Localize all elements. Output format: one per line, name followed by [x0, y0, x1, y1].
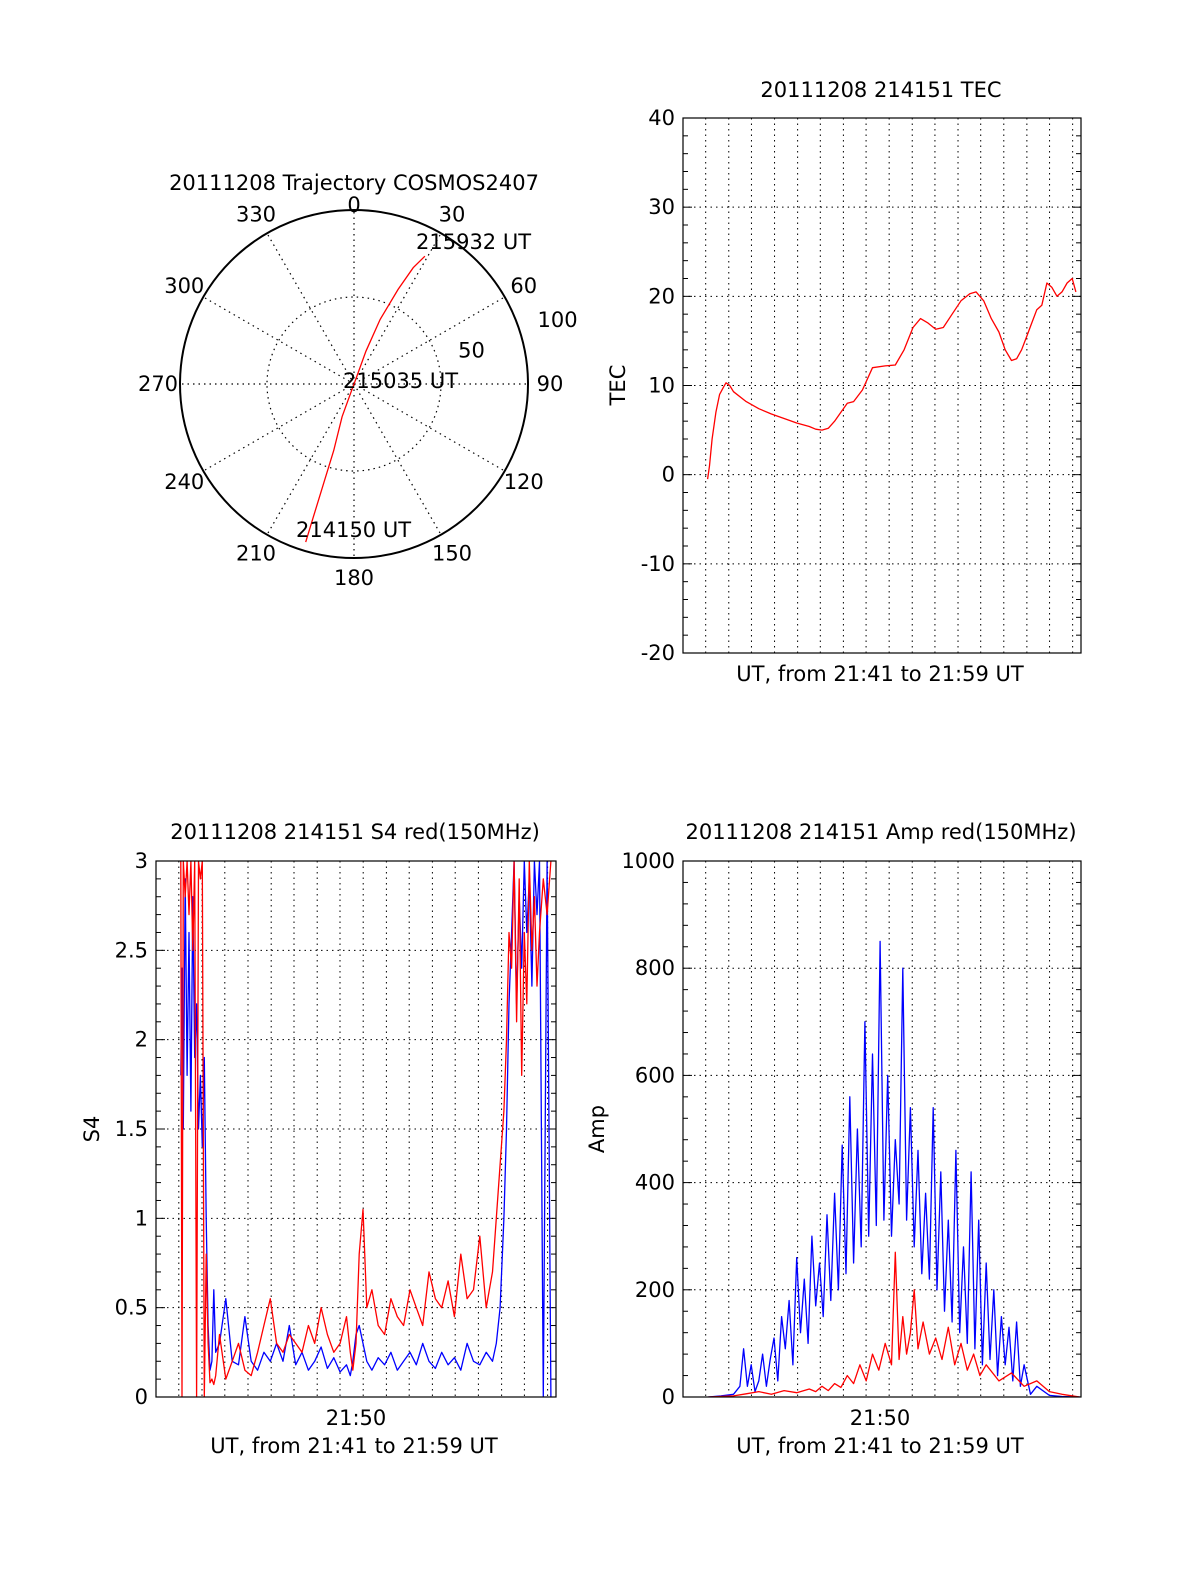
- tec-chart: 20111208 214151 TEC TEC UT, from 21:41 t…: [606, 78, 1082, 686]
- series-group: [708, 940, 1080, 1397]
- amp-plot-area: 0 200 400 600 800 1000: [622, 849, 1082, 1409]
- trajectory-polar-chart: 20111208 Trajectory COSMOS2407 0 30 60 90 12…: [138, 171, 578, 590]
- s4-xlabel: UT, from 21:41 to 21:59 UT: [210, 1434, 498, 1458]
- grid-lines: [683, 861, 1081, 1397]
- y-tick-label: 1000: [622, 849, 675, 873]
- axis-frame: [682, 860, 1082, 1398]
- axis-frame: [682, 117, 1082, 654]
- series-group: [706, 277, 1077, 480]
- polar-spoke: [353, 296, 505, 385]
- y-tick-label: 200: [635, 1278, 675, 1302]
- polar-spoke: [353, 233, 442, 385]
- y-tick-label: 0: [135, 1385, 148, 1409]
- grid-lines: [683, 118, 1081, 653]
- polar-spoke: [266, 383, 355, 535]
- polar-azimuth-labels: 0 30 60 90 120 150 180 210 240 270 300 330: [138, 193, 563, 590]
- polar-azimuth-label: 120: [504, 470, 544, 494]
- series-line-red: [708, 1251, 1080, 1397]
- tec-xlabel: UT, from 21:41 to 21:59 UT: [736, 662, 1024, 686]
- y-tick-label: 400: [635, 1171, 675, 1195]
- y-tick-label: 2: [135, 1028, 148, 1052]
- y-tick-label: 2.5: [115, 938, 148, 962]
- polar-spoke: [353, 383, 505, 472]
- y-tick-label: 10: [648, 374, 675, 398]
- polar-spoke: [203, 383, 355, 472]
- grid-lines: [156, 861, 556, 1397]
- s4-xtick-label: 21:50: [326, 1406, 387, 1430]
- polar-azimuth-label: 180: [334, 566, 374, 590]
- y-tick-label: 0.5: [115, 1296, 148, 1320]
- y-tick-label: 1: [135, 1206, 148, 1230]
- amp-xtick-label: 21:50: [850, 1406, 911, 1430]
- y-tick-label: 30: [648, 195, 675, 219]
- polar-azimuth-label: 90: [537, 372, 564, 396]
- polar-azimuth-label: 30: [439, 202, 466, 226]
- polar-azimuth-label: 240: [164, 470, 204, 494]
- y-tick-label: 20: [648, 284, 675, 308]
- polar-radial-label: 50: [458, 338, 485, 362]
- polar-radial-labels: 50 100: [458, 308, 577, 363]
- s4-title: 20111208 214151 S4 red(150MHz): [170, 820, 540, 844]
- polar-spoke: [203, 296, 355, 385]
- polar-spoke: [266, 233, 355, 385]
- s4-chart: 20111208 214151 S4 red(150MHz) S4 21:50 …: [80, 820, 557, 1458]
- polar-azimuth-label: 330: [236, 202, 276, 226]
- polar-grid: [179, 209, 529, 559]
- amp-title: 20111208 214151 Amp red(150MHz): [685, 820, 1076, 844]
- y-tick-label: 0: [662, 463, 675, 487]
- polar-azimuth-label: 150: [432, 542, 472, 566]
- y-tick-label: -20: [641, 641, 675, 665]
- polar-azimuth-label: 210: [236, 542, 276, 566]
- trajectory-track: [305, 255, 426, 543]
- y-tick-label: 40: [648, 106, 675, 130]
- tec-title: 20111208 214151 TEC: [760, 78, 1001, 102]
- s4-ylabel: S4: [80, 1116, 104, 1143]
- polar-outer-circle: [179, 209, 529, 559]
- polar-azimuth-label: 0: [347, 193, 360, 217]
- axis-frame: [155, 860, 557, 1398]
- y-tick-label: 0: [662, 1385, 675, 1409]
- series-line-blue: [708, 940, 1080, 1397]
- series-group: [180, 861, 552, 1397]
- series-line-red: [180, 861, 552, 1397]
- amp-ylabel: Amp: [585, 1105, 609, 1153]
- tec-plot-area: -20 -10 0 10 20 30 40: [641, 106, 1082, 665]
- y-tick-label: 1.5: [115, 1117, 148, 1141]
- y-tick-label: 800: [635, 956, 675, 980]
- amp-chart: 20111208 214151 Amp red(150MHz) Amp 21:5…: [585, 820, 1082, 1458]
- series-line-red: [706, 277, 1077, 480]
- polar-azimuth-label: 270: [138, 372, 178, 396]
- trajectory-start-label: 214150 UT: [296, 518, 411, 542]
- y-tick-label: 600: [635, 1063, 675, 1087]
- tec-ylabel: TEC: [606, 365, 630, 407]
- polar-spoke: [353, 383, 442, 535]
- trajectory-line: [305, 255, 426, 543]
- y-tick-label: -10: [641, 552, 675, 576]
- polar-inner-circle: [266, 296, 442, 472]
- amp-xlabel: UT, from 21:41 to 21:59 UT: [736, 1434, 1024, 1458]
- polar-azimuth-label: 60: [510, 274, 537, 298]
- trajectory-end-label: 215932 UT: [416, 230, 531, 254]
- s4-plot-area: 0 0.5 1 1.5 2 2.5 3: [115, 849, 557, 1409]
- polar-azimuth-label: 300: [164, 274, 204, 298]
- trajectory-mid-label: 215035 UT: [343, 369, 458, 393]
- y-tick-label: 3: [135, 849, 148, 873]
- trajectory-title: 20111208 Trajectory COSMOS2407: [169, 171, 539, 195]
- polar-radial-label: 100: [537, 308, 577, 332]
